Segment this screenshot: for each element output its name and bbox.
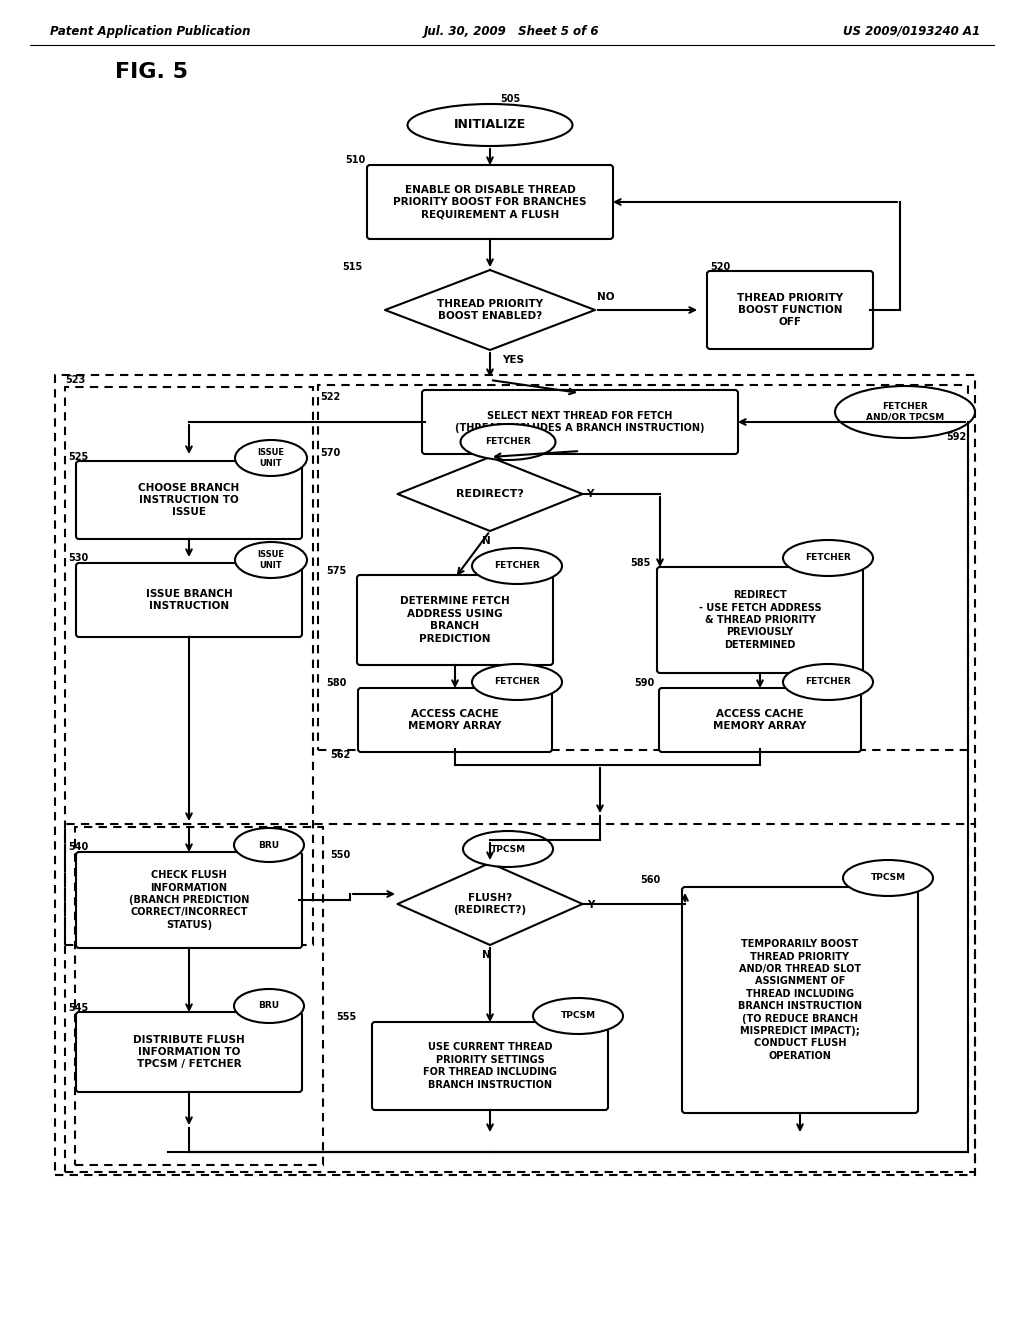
Text: 550: 550 bbox=[330, 850, 350, 861]
Text: Y: Y bbox=[586, 488, 593, 499]
Bar bbox=[55, 375, 975, 1175]
Ellipse shape bbox=[843, 861, 933, 896]
Bar bbox=[65, 387, 313, 945]
FancyBboxPatch shape bbox=[76, 461, 302, 539]
Text: Y: Y bbox=[587, 900, 594, 909]
Text: 515: 515 bbox=[342, 261, 362, 272]
Text: INITIALIZE: INITIALIZE bbox=[454, 119, 526, 132]
Bar bbox=[65, 824, 975, 1172]
Text: 592: 592 bbox=[946, 432, 967, 442]
Text: N: N bbox=[482, 950, 490, 960]
Text: 522: 522 bbox=[319, 392, 340, 403]
Ellipse shape bbox=[234, 543, 307, 578]
Text: 505: 505 bbox=[500, 94, 520, 104]
FancyBboxPatch shape bbox=[659, 688, 861, 752]
Text: 590: 590 bbox=[634, 678, 654, 688]
Text: BRU: BRU bbox=[258, 841, 280, 850]
Text: YES: YES bbox=[502, 355, 524, 366]
Text: TPCSM: TPCSM bbox=[490, 845, 525, 854]
Text: ISSUE
UNIT: ISSUE UNIT bbox=[257, 550, 285, 570]
Text: DETERMINE FETCH
ADDRESS USING
BRANCH
PREDICTION: DETERMINE FETCH ADDRESS USING BRANCH PRE… bbox=[400, 597, 510, 644]
Text: THREAD PRIORITY
BOOST FUNCTION
OFF: THREAD PRIORITY BOOST FUNCTION OFF bbox=[737, 293, 843, 327]
FancyBboxPatch shape bbox=[76, 1012, 302, 1092]
Text: 570: 570 bbox=[319, 447, 340, 458]
Text: FETCHER: FETCHER bbox=[495, 561, 540, 570]
Text: REDIRECT?: REDIRECT? bbox=[456, 488, 524, 499]
Text: 555: 555 bbox=[336, 1012, 356, 1022]
Text: ACCESS CACHE
MEMORY ARRAY: ACCESS CACHE MEMORY ARRAY bbox=[409, 709, 502, 731]
Text: 585: 585 bbox=[630, 558, 650, 568]
FancyBboxPatch shape bbox=[682, 887, 918, 1113]
FancyBboxPatch shape bbox=[372, 1022, 608, 1110]
Polygon shape bbox=[397, 457, 583, 531]
Text: USE CURRENT THREAD
PRIORITY SETTINGS
FOR THREAD INCLUDING
BRANCH INSTRUCTION: USE CURRENT THREAD PRIORITY SETTINGS FOR… bbox=[423, 1043, 557, 1089]
FancyBboxPatch shape bbox=[358, 688, 552, 752]
Text: Jul. 30, 2009   Sheet 5 of 6: Jul. 30, 2009 Sheet 5 of 6 bbox=[424, 25, 600, 38]
Bar bbox=[75, 828, 323, 1166]
Text: TPCSM: TPCSM bbox=[870, 874, 905, 883]
Text: 562: 562 bbox=[330, 750, 350, 760]
Text: FETCHER: FETCHER bbox=[485, 437, 530, 446]
Ellipse shape bbox=[234, 989, 304, 1023]
Text: ISSUE BRANCH
INSTRUCTION: ISSUE BRANCH INSTRUCTION bbox=[145, 589, 232, 611]
FancyBboxPatch shape bbox=[707, 271, 873, 348]
Text: TPCSM: TPCSM bbox=[560, 1011, 596, 1020]
FancyBboxPatch shape bbox=[76, 564, 302, 638]
Ellipse shape bbox=[835, 385, 975, 438]
Text: ENABLE OR DISABLE THREAD
PRIORITY BOOST FOR BRANCHES
REQUIREMENT A FLUSH: ENABLE OR DISABLE THREAD PRIORITY BOOST … bbox=[393, 185, 587, 219]
Text: REDIRECT
- USE FETCH ADDRESS
& THREAD PRIORITY
PREVIOUSLY
DETERMINED: REDIRECT - USE FETCH ADDRESS & THREAD PR… bbox=[698, 590, 821, 649]
Ellipse shape bbox=[408, 104, 572, 147]
Ellipse shape bbox=[234, 828, 304, 862]
Ellipse shape bbox=[783, 540, 873, 576]
Text: NO: NO bbox=[597, 292, 614, 302]
Text: TEMPORARILY BOOST
THREAD PRIORITY
AND/OR THREAD SLOT
ASSIGNMENT OF
THREAD INCLUD: TEMPORARILY BOOST THREAD PRIORITY AND/OR… bbox=[738, 940, 862, 1061]
Text: N: N bbox=[482, 536, 490, 546]
Ellipse shape bbox=[234, 440, 307, 477]
FancyBboxPatch shape bbox=[657, 568, 863, 673]
Text: BRU: BRU bbox=[258, 1002, 280, 1011]
Text: US 2009/0193240 A1: US 2009/0193240 A1 bbox=[843, 25, 980, 38]
Bar bbox=[318, 385, 968, 750]
Ellipse shape bbox=[461, 424, 555, 459]
Ellipse shape bbox=[472, 548, 562, 583]
Text: ACCESS CACHE
MEMORY ARRAY: ACCESS CACHE MEMORY ARRAY bbox=[714, 709, 807, 731]
Polygon shape bbox=[397, 863, 583, 945]
FancyBboxPatch shape bbox=[357, 576, 553, 665]
Text: 560: 560 bbox=[640, 875, 660, 884]
FancyBboxPatch shape bbox=[422, 389, 738, 454]
Text: FETCHER: FETCHER bbox=[805, 677, 851, 686]
Ellipse shape bbox=[534, 998, 623, 1034]
Text: 520: 520 bbox=[710, 261, 730, 272]
Text: Patent Application Publication: Patent Application Publication bbox=[50, 25, 251, 38]
Text: 580: 580 bbox=[326, 678, 346, 688]
Text: CHECK FLUSH
INFORMATION
(BRANCH PREDICTION
CORRECT/INCORRECT
STATUS): CHECK FLUSH INFORMATION (BRANCH PREDICTI… bbox=[129, 870, 249, 929]
Ellipse shape bbox=[783, 664, 873, 700]
Text: ISSUE
UNIT: ISSUE UNIT bbox=[257, 449, 285, 467]
FancyBboxPatch shape bbox=[76, 851, 302, 948]
FancyBboxPatch shape bbox=[367, 165, 613, 239]
Text: 545: 545 bbox=[68, 1003, 88, 1012]
Text: CHOOSE BRANCH
INSTRUCTION TO
ISSUE: CHOOSE BRANCH INSTRUCTION TO ISSUE bbox=[138, 483, 240, 517]
Text: 530: 530 bbox=[68, 553, 88, 564]
Text: FLUSH?
(REDIRECT?): FLUSH? (REDIRECT?) bbox=[454, 892, 526, 915]
Polygon shape bbox=[385, 271, 595, 350]
Text: FETCHER: FETCHER bbox=[495, 677, 540, 686]
Text: 523: 523 bbox=[65, 375, 85, 385]
Text: 575: 575 bbox=[326, 566, 346, 576]
Text: FETCHER
AND/OR TPCSM: FETCHER AND/OR TPCSM bbox=[866, 403, 944, 421]
Text: 540: 540 bbox=[68, 842, 88, 851]
Text: 510: 510 bbox=[345, 154, 366, 165]
Text: SELECT NEXT THREAD FOR FETCH
(THREAD INCLUDES A BRANCH INSTRUCTION): SELECT NEXT THREAD FOR FETCH (THREAD INC… bbox=[456, 411, 705, 433]
Text: THREAD PRIORITY
BOOST ENABLED?: THREAD PRIORITY BOOST ENABLED? bbox=[437, 298, 543, 321]
Ellipse shape bbox=[472, 664, 562, 700]
Text: FIG. 5: FIG. 5 bbox=[115, 62, 188, 82]
Text: DISTRIBUTE FLUSH
INFORMATION TO
TPCSM / FETCHER: DISTRIBUTE FLUSH INFORMATION TO TPCSM / … bbox=[133, 1035, 245, 1069]
Ellipse shape bbox=[463, 832, 553, 867]
Text: FETCHER: FETCHER bbox=[805, 553, 851, 562]
Text: 525: 525 bbox=[68, 451, 88, 462]
